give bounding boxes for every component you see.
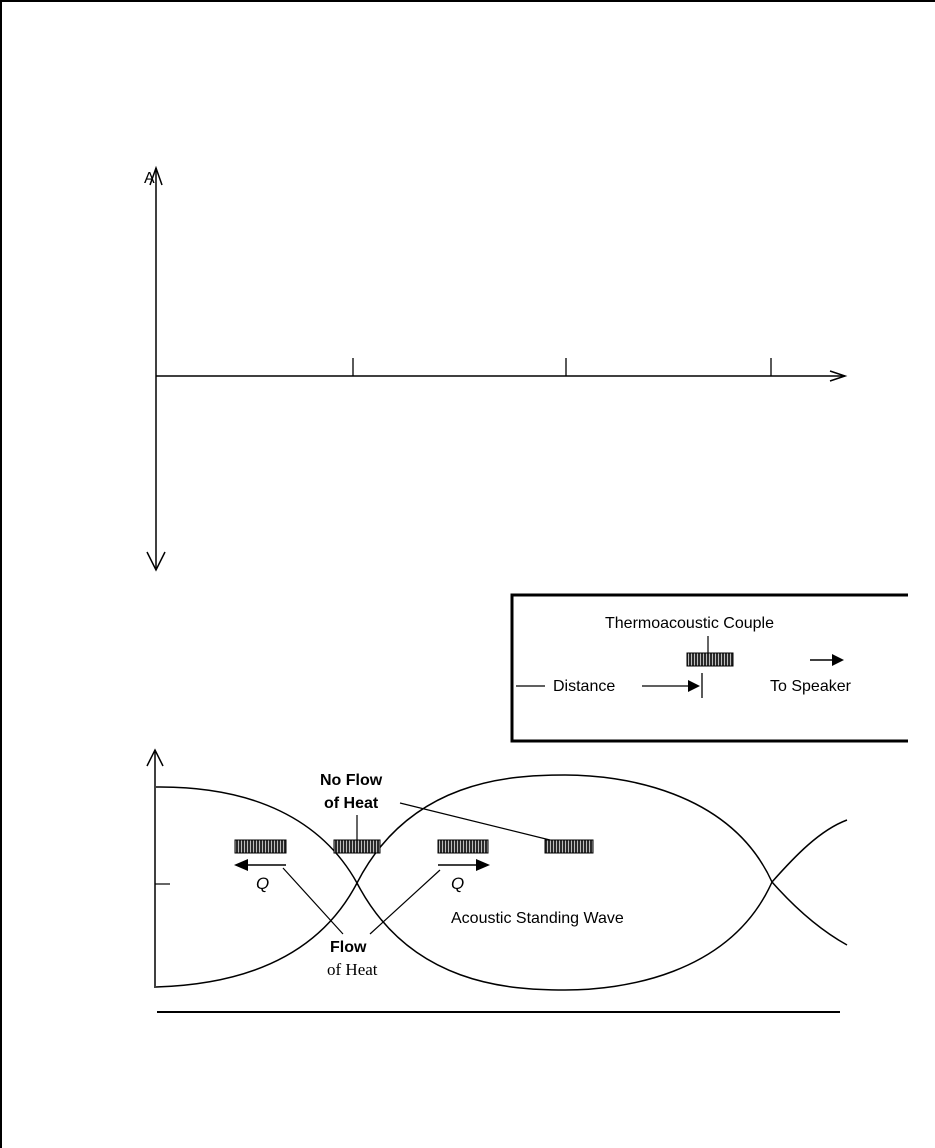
heat-q-right-label: Q xyxy=(451,874,464,893)
inset-couple-block xyxy=(686,652,734,667)
no-flow-label-line1: No Flow xyxy=(320,772,383,789)
y-axis-bottom-arrowhead xyxy=(146,551,166,572)
wave-envelope-upper xyxy=(155,774,848,885)
standing-wave-diagram: Q Q No Flow of Heat Flow of Heat Acousti… xyxy=(146,748,848,1013)
flow-label-line2: of Heat xyxy=(327,960,378,979)
standing-wave-label: Acoustic Standing Wave xyxy=(451,910,624,927)
flow-pointer-right xyxy=(369,869,441,935)
inset-box: Thermoacoustic Couple To Speaker Distanc… xyxy=(510,593,908,743)
flow-label-line1: Flow xyxy=(330,939,367,956)
lower-y-axis-arrowhead xyxy=(146,748,164,767)
no-flow-label-line2: of Heat xyxy=(324,795,379,812)
inset-speaker-arrowhead xyxy=(832,654,844,666)
couple-block-right xyxy=(437,839,489,854)
inset-distance-label: Distance xyxy=(553,678,615,695)
y-axis-top-arrowhead xyxy=(149,165,163,186)
heat-q-left-label: Q xyxy=(256,874,269,893)
x-axis-arrowhead xyxy=(829,370,848,382)
heat-arrow-right-head xyxy=(476,859,490,871)
flow-pointer-left xyxy=(282,867,344,935)
couple-block-node xyxy=(333,839,381,854)
no-flow-pointer-right xyxy=(399,802,551,841)
y-axis-label: A xyxy=(144,170,155,187)
inset-distance-arrowhead xyxy=(688,680,700,692)
inset-frame xyxy=(510,593,908,743)
couple-block-antinode xyxy=(544,839,594,854)
upper-axes: A xyxy=(144,165,848,572)
inset-couple-label: Thermoacoustic Couple xyxy=(605,615,774,632)
couple-block-left xyxy=(234,839,287,854)
heat-arrow-left-head xyxy=(234,859,248,871)
wave-envelope-lower xyxy=(155,880,848,991)
inset-speaker-label: To Speaker xyxy=(770,678,852,695)
